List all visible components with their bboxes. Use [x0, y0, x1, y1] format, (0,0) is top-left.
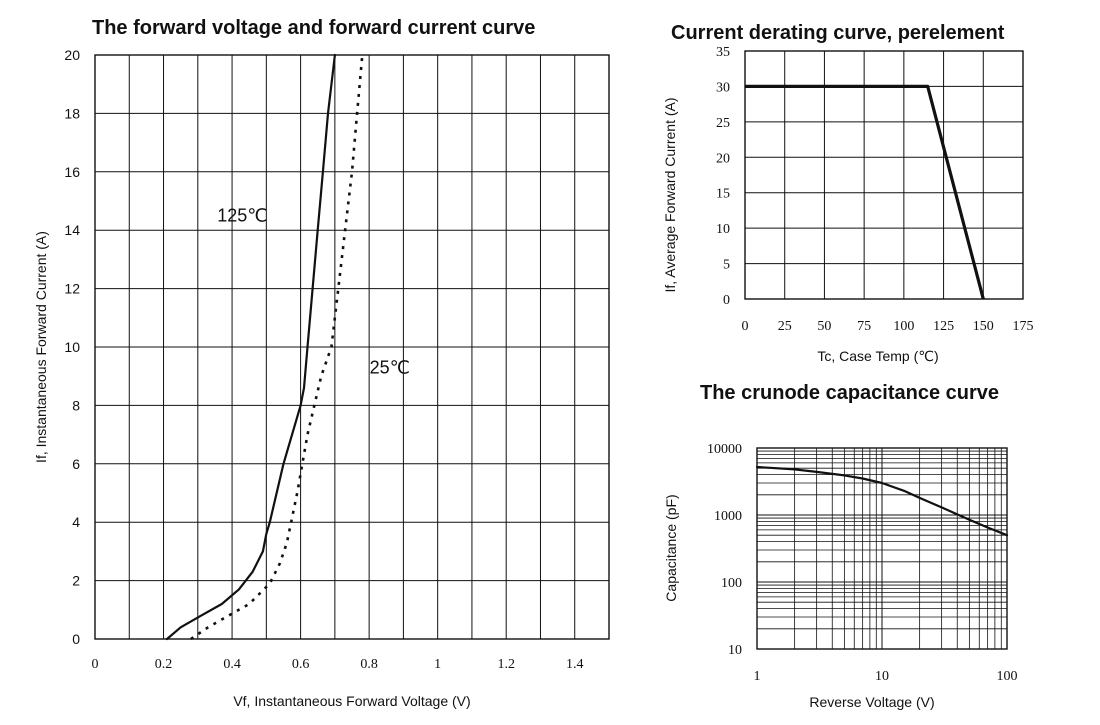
forward-vi-y-tick-label: 10 — [64, 339, 80, 355]
capacitance-grid — [756, 447, 1008, 650]
capacitance-x-tick-label: 10 — [875, 669, 889, 684]
capacitance-x-tick-label: 100 — [997, 669, 1018, 684]
forward-vi-x-tick-label: 0.2 — [155, 657, 173, 672]
capacitance-x-ticks: 1 10 100 — [754, 669, 1018, 684]
forward-vi-y-tick-label: 20 — [64, 47, 80, 63]
forward-vi-series-25-line — [190, 54, 364, 641]
derating-y-tick-label: 0 — [723, 293, 730, 308]
derating-y-tick-label: 20 — [716, 151, 730, 166]
capacitance-series-capacitance-line — [755, 465, 1009, 537]
derating-x-tick-label: 50 — [817, 319, 831, 334]
forward-vi-x-tick-label: 0 — [92, 657, 99, 672]
capacitance-y-tick-label: 10000 — [707, 442, 742, 457]
forward-vi-y-tick-label: 14 — [64, 222, 80, 238]
forward-vi-y-tick-label: 2 — [72, 573, 80, 589]
forward-vi-y-tick-label: 0 — [72, 631, 80, 647]
derating-y-tick-label: 35 — [716, 45, 730, 60]
forward-vi-x-tick-label: 0.4 — [223, 657, 241, 672]
derating-x-tick-label: 150 — [973, 319, 994, 334]
derating-grid — [744, 50, 1024, 300]
capacitance-title: The crunode capacitance curve — [700, 382, 999, 404]
forward-vi-series-125-line — [165, 53, 336, 641]
forward-vi-y-tick-label: 12 — [64, 281, 80, 297]
forward-vi-y-tick-label: 6 — [72, 456, 80, 472]
forward-vi-title: The forward voltage and forward current … — [92, 17, 535, 39]
derating-x-tick-label: 25 — [778, 319, 792, 334]
derating-x-tick-label: 125 — [933, 319, 954, 334]
forward-vi-x-tick-label: 1 — [434, 657, 441, 672]
derating-y-ticks: 0 5 10 15 20 25 30 35 — [716, 45, 730, 308]
capacitance-y-axis-label: Capacitance (pF) — [663, 494, 679, 601]
forward-vi-series — [165, 53, 364, 641]
derating-x-ticks: 0 25 50 75 100 125 150 175 — [742, 319, 1034, 334]
forward-vi-y-tick-label: 4 — [72, 514, 80, 530]
derating-y-tick-label: 10 — [716, 222, 730, 237]
derating-chart: Current derating curve, perelement 0 25 50… — [662, 22, 1034, 364]
derating-title: Current derating curve, perelement — [671, 22, 1005, 44]
derating-x-tick-label: 0 — [742, 319, 749, 334]
forward-vi-plot-frame — [94, 54, 610, 640]
derating-x-tick-label: 100 — [893, 319, 914, 334]
forward-vi-grid — [94, 54, 610, 640]
derating-y-axis-label: If, Average Forward Current (A) — [662, 97, 678, 292]
derating-plot-frame — [744, 50, 1024, 300]
capacitance-series — [755, 465, 1009, 537]
derating-y-tick-label: 5 — [723, 258, 730, 273]
derating-y-tick-label: 30 — [716, 80, 730, 95]
forward-vi-annotation: 125℃ — [217, 205, 267, 225]
capacitance-chart: The crunode capacitance curve 1 10 100 101… — [663, 382, 1018, 710]
forward-vi-y-tick-label: 16 — [64, 164, 80, 180]
capacitance-plot-frame — [756, 447, 1008, 650]
forward-vi-y-axis-label: If, Instantaneous Forward Current (A) — [33, 231, 49, 463]
forward-vi-x-tick-label: 0.6 — [292, 657, 310, 672]
capacitance-y-ticks: 10 100 1000 10000 — [707, 442, 742, 658]
forward-vi-annotations: 125℃ 25℃ — [217, 205, 410, 377]
capacitance-y-tick-label: 10 — [728, 643, 742, 658]
capacitance-y-tick-label: 100 — [721, 576, 742, 591]
capacitance-x-tick-label: 1 — [754, 669, 761, 684]
forward-vi-y-tick-label: 18 — [64, 105, 80, 121]
derating-y-tick-label: 15 — [716, 187, 730, 202]
derating-x-tick-label: 75 — [857, 319, 871, 334]
forward-vi-x-tick-label: 0.8 — [360, 657, 378, 672]
derating-x-axis-label: Tc, Case Temp (℃) — [817, 348, 938, 364]
forward-vi-y-ticks: 0 2 4 6 8 10 12 14 16 18 20 — [64, 47, 80, 647]
forward-vi-x-tick-label: 1.4 — [566, 657, 584, 672]
derating-x-tick-label: 175 — [1013, 319, 1034, 334]
forward-vi-x-tick-label: 1.2 — [497, 657, 515, 672]
forward-vi-x-ticks: 0 0.2 0.4 0.6 0.8 1 1.2 1.4 — [92, 657, 584, 672]
derating-series — [745, 84, 985, 300]
forward-vi-y-tick-label: 8 — [72, 397, 80, 413]
forward-vi-chart: The forward voltage and forward current … — [33, 17, 610, 709]
capacitance-x-axis-label: Reverse Voltage (V) — [809, 694, 934, 710]
derating-y-tick-label: 25 — [716, 116, 730, 131]
capacitance-y-tick-label: 1000 — [714, 509, 742, 524]
forward-vi-x-axis-label: Vf, Instantaneous Forward Voltage (V) — [233, 693, 470, 709]
forward-vi-annotation: 25℃ — [370, 357, 410, 377]
derating-series-derating-line — [745, 84, 985, 300]
